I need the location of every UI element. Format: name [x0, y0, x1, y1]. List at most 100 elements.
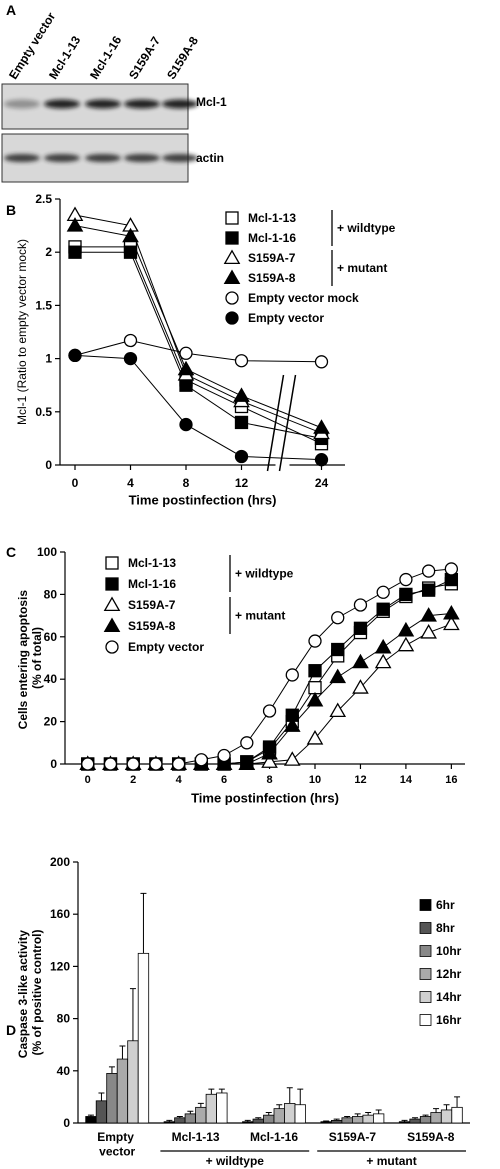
- y-tick-label: 2: [45, 245, 52, 259]
- error-bar: [218, 1088, 225, 1093]
- point: [123, 351, 138, 366]
- point: [194, 753, 209, 767]
- point: [397, 636, 415, 652]
- y-tick-label: 40: [57, 1064, 71, 1078]
- bar: [284, 1103, 296, 1124]
- series-line: [74, 339, 322, 363]
- x-tick-label: Empty vector: [97, 1130, 137, 1158]
- band-label: Mcl-1: [196, 95, 227, 109]
- point: [314, 453, 329, 467]
- y-tick-label: 100: [37, 545, 57, 559]
- error-bar: [265, 1112, 272, 1116]
- x-tick-label: 16: [445, 774, 457, 786]
- band: [162, 99, 198, 109]
- point: [283, 717, 301, 732]
- legend-label: Mcl-1-16: [248, 231, 296, 245]
- band: [162, 154, 198, 162]
- bar: [106, 1073, 118, 1124]
- error-bar: [197, 1102, 204, 1108]
- legend-swatch: [419, 922, 432, 934]
- error-bar: [365, 1112, 372, 1116]
- y-tick-label: 1: [45, 352, 52, 366]
- point: [262, 704, 277, 718]
- bar: [95, 1100, 108, 1124]
- bar: [341, 1117, 353, 1124]
- band: [44, 154, 80, 162]
- point: [420, 624, 437, 639]
- y-tick-label: 0: [45, 458, 52, 472]
- error-bar: [297, 1088, 304, 1105]
- point: [81, 757, 95, 771]
- y-axis-label: Mcl-1 (Ratio to empty vector mock): [15, 239, 29, 425]
- x-tick-label: 8: [266, 774, 272, 786]
- x-axis-label: Time postinfection (hrs): [129, 493, 277, 508]
- y-tick-label: 200: [50, 855, 70, 869]
- point: [353, 621, 368, 635]
- legend-marker: [105, 640, 119, 654]
- error-bar: [433, 1108, 440, 1113]
- point: [234, 354, 249, 368]
- x-tick-label: Mcl-1-16: [250, 1130, 298, 1144]
- band: [4, 99, 40, 109]
- bar: [163, 1121, 176, 1124]
- legend-swatch: [419, 1014, 432, 1026]
- point: [399, 572, 413, 587]
- error-bar: [129, 988, 136, 1041]
- error-bar: [255, 1117, 262, 1120]
- point: [123, 333, 138, 348]
- legend-label: 10hr: [436, 944, 462, 958]
- legend-label: Mcl-1-13: [128, 556, 176, 570]
- error-bar: [375, 1109, 382, 1114]
- point: [306, 691, 324, 707]
- legend-label: S159A-7: [248, 251, 296, 265]
- point: [329, 668, 347, 684]
- lane-label: Mcl-1-13: [46, 33, 83, 81]
- legend-label: Mcl-1-13: [248, 211, 296, 225]
- point: [420, 607, 437, 622]
- error-bar: [412, 1117, 419, 1120]
- y-tick-label: 40: [44, 672, 58, 686]
- legend-marker: [225, 231, 239, 245]
- legend-marker: [105, 577, 119, 591]
- point: [234, 415, 249, 430]
- bar: [242, 1121, 254, 1124]
- error-bar: [108, 1066, 115, 1074]
- panel-label: A: [6, 2, 16, 18]
- point: [397, 621, 415, 637]
- x-tick-label: 4: [176, 774, 183, 786]
- error-bar: [454, 1096, 461, 1108]
- axis-break: [278, 374, 297, 472]
- band: [85, 99, 121, 109]
- bar: [430, 1112, 442, 1124]
- y-axis-label: Caspase 3-like activity (% of positive c…: [16, 927, 44, 1058]
- x-tick-label: 4: [127, 476, 134, 490]
- point: [238, 755, 256, 771]
- legend-label: S159A-7: [128, 598, 176, 612]
- bar: [85, 1116, 97, 1124]
- legend-label: 6hr: [436, 898, 455, 912]
- point: [122, 227, 139, 243]
- error-bar: [323, 1120, 330, 1122]
- legend-swatch: [419, 968, 432, 980]
- error-bar: [276, 1104, 283, 1109]
- bar: [137, 952, 150, 1124]
- legend-label: Mcl-1-16: [128, 577, 176, 591]
- y-tick-label: 80: [44, 587, 58, 601]
- legend-marker: [105, 556, 119, 570]
- point: [68, 245, 82, 259]
- legend-marker: [103, 596, 121, 612]
- error-bar: [443, 1104, 450, 1110]
- bar: [398, 1121, 411, 1124]
- bar: [174, 1117, 186, 1124]
- x-axis-label: Time postinfection (hrs): [191, 791, 339, 806]
- point: [352, 679, 369, 694]
- legend-group-label: + wildtype: [337, 221, 396, 235]
- point: [313, 419, 330, 434]
- bar: [419, 1116, 432, 1124]
- error-bar: [208, 1088, 215, 1095]
- point: [421, 583, 436, 597]
- legend-label: Empty vector: [248, 311, 324, 325]
- point: [399, 587, 413, 602]
- point: [421, 564, 436, 578]
- y-tick-label: 1.5: [35, 298, 52, 312]
